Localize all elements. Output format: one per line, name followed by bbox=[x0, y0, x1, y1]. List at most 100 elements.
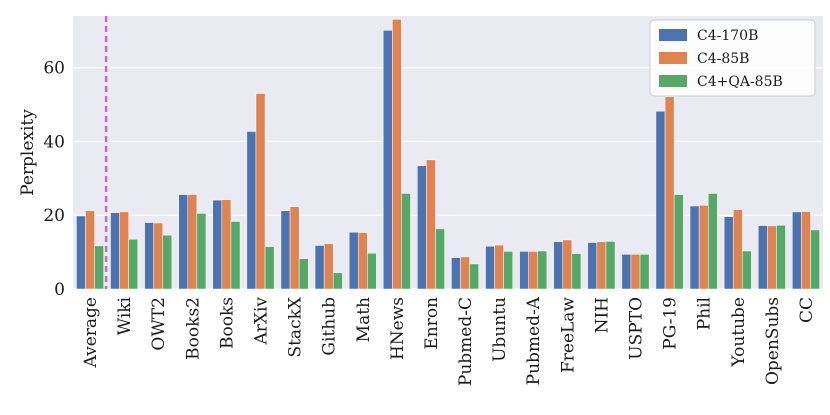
bar bbox=[162, 234, 173, 290]
bar bbox=[230, 221, 241, 290]
bar bbox=[153, 222, 164, 290]
bar bbox=[587, 242, 598, 290]
legend: C4-170B C4-85B C4+QA-85B bbox=[649, 19, 816, 97]
bar bbox=[144, 222, 154, 290]
bar bbox=[639, 254, 650, 290]
bar bbox=[630, 254, 641, 290]
x-tick-label: Phil bbox=[695, 297, 715, 330]
bar bbox=[255, 93, 266, 290]
x-tick-label: Wiki bbox=[115, 296, 135, 335]
bar bbox=[767, 225, 777, 290]
x-tick-label: Github bbox=[320, 297, 340, 356]
bar bbox=[605, 241, 616, 290]
bar bbox=[314, 245, 325, 290]
x-tick-label: Books bbox=[217, 297, 237, 349]
bar bbox=[196, 213, 207, 290]
bar bbox=[401, 193, 411, 290]
bar bbox=[110, 212, 120, 290]
bar bbox=[323, 243, 334, 290]
bar bbox=[426, 159, 436, 290]
x-tick-label: OWT2 bbox=[149, 297, 169, 351]
bar bbox=[723, 216, 734, 290]
bar bbox=[494, 244, 504, 290]
bar bbox=[528, 251, 539, 290]
bar bbox=[382, 30, 393, 290]
bar bbox=[776, 224, 786, 290]
x-tick-label: HNews bbox=[388, 297, 408, 360]
bar bbox=[742, 250, 752, 290]
bar bbox=[519, 251, 529, 290]
bar bbox=[485, 245, 495, 290]
bar bbox=[246, 131, 257, 290]
bar bbox=[732, 209, 743, 290]
x-tick-label: OpenSubs bbox=[763, 297, 783, 385]
bar bbox=[367, 252, 377, 290]
bar bbox=[503, 251, 514, 290]
bar bbox=[810, 229, 820, 290]
bar bbox=[469, 263, 479, 290]
x-tick-label: USPTO bbox=[627, 297, 647, 360]
x-tick-label: Books2 bbox=[183, 297, 203, 360]
bar bbox=[187, 194, 198, 290]
bar bbox=[85, 210, 95, 290]
x-tick-label: Pubmed-C bbox=[456, 297, 476, 386]
legend-box bbox=[649, 19, 816, 97]
bars bbox=[76, 19, 820, 290]
y-axis-label: Perplexity bbox=[18, 109, 38, 196]
bar bbox=[332, 272, 343, 290]
x-tick-label: Average bbox=[81, 297, 101, 368]
bar bbox=[673, 194, 684, 290]
bar bbox=[621, 254, 632, 290]
legend-label: C4-85B bbox=[697, 51, 749, 67]
bar bbox=[264, 246, 275, 290]
legend-label: C4-170B bbox=[697, 28, 758, 44]
bar bbox=[801, 211, 811, 290]
bar bbox=[689, 205, 700, 290]
bar bbox=[792, 211, 802, 290]
y-tick-label: 0 bbox=[54, 280, 65, 300]
y-tick-label: 20 bbox=[43, 206, 65, 226]
x-tick-label: CC bbox=[797, 297, 817, 323]
bar bbox=[707, 193, 718, 290]
bar bbox=[119, 211, 129, 290]
legend-swatch bbox=[659, 75, 687, 87]
bar bbox=[451, 257, 461, 290]
x-tick-label: FreeLaw bbox=[558, 297, 578, 373]
bar bbox=[664, 96, 675, 290]
y-tick-label: 40 bbox=[43, 132, 65, 152]
bar bbox=[460, 256, 470, 290]
y-tick-labels: 0 20 40 60 bbox=[43, 59, 65, 300]
bar bbox=[348, 231, 359, 290]
y-tick-label: 60 bbox=[43, 59, 65, 79]
x-tick-label: Ubuntu bbox=[490, 297, 510, 362]
bar bbox=[562, 239, 573, 290]
bar bbox=[571, 253, 582, 290]
bar bbox=[94, 245, 104, 290]
bar bbox=[553, 241, 564, 290]
bar bbox=[221, 199, 232, 290]
x-tick-label: PG-19 bbox=[661, 297, 681, 350]
x-tick-label: Enron bbox=[422, 297, 442, 350]
x-tick-label: Math bbox=[354, 297, 374, 342]
bar bbox=[757, 225, 768, 290]
x-tick-label: Pubmed-A bbox=[524, 296, 544, 385]
bar bbox=[417, 165, 427, 290]
bar bbox=[435, 228, 445, 290]
x-tick-label: ArXiv bbox=[252, 297, 272, 346]
bar bbox=[178, 194, 189, 290]
x-tick-label: StackX bbox=[286, 296, 306, 357]
bar bbox=[392, 19, 402, 290]
x-tick-labels: Average Wiki OWT2 Books2 Books ArXiv StackX Git… bbox=[81, 296, 817, 386]
bar bbox=[76, 215, 86, 290]
bar bbox=[128, 238, 139, 290]
bar bbox=[357, 232, 368, 290]
bar bbox=[212, 199, 223, 290]
bar bbox=[596, 241, 607, 290]
x-tick-label: Youtube bbox=[729, 297, 749, 368]
legend-label: C4+QA-85B bbox=[697, 74, 783, 90]
bar bbox=[537, 250, 548, 290]
bar bbox=[698, 205, 709, 290]
bar bbox=[655, 110, 666, 290]
legend-swatch bbox=[659, 29, 687, 41]
